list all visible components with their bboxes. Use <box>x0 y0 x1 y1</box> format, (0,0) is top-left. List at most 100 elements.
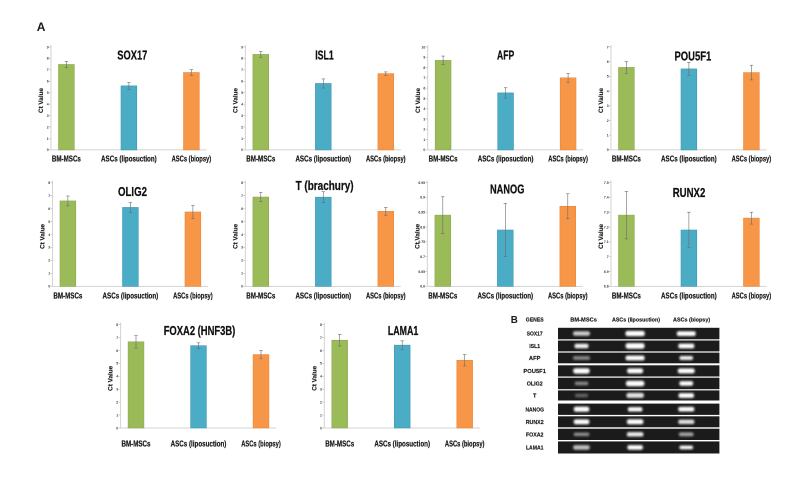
svg-text:ASCs (liposuction): ASCs (liposuction) <box>478 155 534 164</box>
svg-text:ASCs (biopsy): ASCs (biopsy) <box>548 292 588 301</box>
svg-text:6: 6 <box>116 349 118 353</box>
svg-text:ASCs (biopsy): ASCs (biopsy) <box>445 440 485 449</box>
svg-text:ASCs (biopsy): ASCs (biopsy) <box>732 155 772 164</box>
svg-text:1: 1 <box>241 137 243 141</box>
svg-text:7.4: 7.4 <box>604 196 609 200</box>
svg-text:5: 5 <box>607 75 609 79</box>
svg-text:8: 8 <box>47 57 49 61</box>
svg-text:5: 5 <box>48 220 50 224</box>
svg-text:BM-MSCs: BM-MSCs <box>325 440 355 449</box>
svg-text:ISL1: ISL1 <box>529 344 540 350</box>
svg-text:4: 4 <box>47 102 49 106</box>
svg-text:7.5: 7.5 <box>604 181 609 185</box>
svg-text:2: 2 <box>423 128 425 132</box>
svg-text:5: 5 <box>320 362 322 366</box>
svg-text:1: 1 <box>320 413 322 417</box>
svg-text:FOXA2: FOXA2 <box>526 432 544 438</box>
svg-text:SOX17: SOX17 <box>117 49 147 63</box>
svg-text:0: 0 <box>48 285 50 289</box>
svg-text:6.75: 6.75 <box>418 240 425 244</box>
svg-text:NANOG: NANOG <box>490 183 524 197</box>
svg-text:6.7: 6.7 <box>420 255 425 259</box>
svg-text:2: 2 <box>607 119 609 123</box>
svg-text:Ct Value: Ct Value <box>39 87 45 113</box>
svg-text:LAMA1: LAMA1 <box>388 324 419 338</box>
svg-text:1: 1 <box>241 272 243 276</box>
svg-text:8: 8 <box>320 323 322 327</box>
svg-text:7.2: 7.2 <box>604 225 609 229</box>
svg-text:0: 0 <box>607 148 609 152</box>
svg-text:BM-MSCs: BM-MSCs <box>122 440 152 449</box>
svg-text:7: 7 <box>48 194 50 198</box>
svg-text:ASCs (liposuction): ASCs (liposuction) <box>171 440 227 449</box>
svg-text:BM-MSCs: BM-MSCs <box>52 155 82 164</box>
svg-text:1: 1 <box>607 134 609 138</box>
svg-text:0: 0 <box>116 426 118 430</box>
svg-text:7: 7 <box>423 76 425 80</box>
svg-text:7.3: 7.3 <box>604 210 609 214</box>
svg-text:3: 3 <box>607 104 609 108</box>
svg-text:4: 4 <box>241 102 243 106</box>
svg-text:2: 2 <box>241 259 243 263</box>
svg-text:ASCs (biopsy): ASCs (biopsy) <box>732 292 772 301</box>
svg-text:7: 7 <box>116 336 118 340</box>
svg-text:4: 4 <box>48 233 50 237</box>
svg-text:6.9: 6.9 <box>420 196 425 200</box>
svg-text:1: 1 <box>423 138 425 142</box>
svg-text:2: 2 <box>47 125 49 129</box>
svg-text:8: 8 <box>116 323 118 327</box>
svg-text:5: 5 <box>241 220 243 224</box>
svg-text:ASCs (liposuction): ASCs (liposuction) <box>101 155 157 164</box>
svg-text:3: 3 <box>423 117 425 121</box>
svg-text:6.6: 6.6 <box>420 285 425 289</box>
svg-text:3: 3 <box>241 246 243 250</box>
svg-text:RUNX2: RUNX2 <box>673 186 706 200</box>
svg-text:1: 1 <box>48 272 50 276</box>
svg-text:OLIG2: OLIG2 <box>527 382 543 388</box>
svg-text:GENES: GENES <box>526 318 544 324</box>
svg-text:5: 5 <box>116 362 118 366</box>
svg-text:Ct Value: Ct Value <box>234 87 240 113</box>
svg-text:ASCs (biopsy): ASCs (biopsy) <box>173 292 213 301</box>
svg-text:ASCs (liposuction): ASCs (liposuction) <box>661 155 717 164</box>
svg-text:6.65: 6.65 <box>418 270 425 274</box>
svg-text:6.8: 6.8 <box>604 285 609 289</box>
svg-text:7: 7 <box>241 68 243 72</box>
svg-text:BM-MSCs: BM-MSCs <box>429 155 459 164</box>
svg-text:9: 9 <box>423 56 425 60</box>
svg-text:3: 3 <box>116 388 118 392</box>
svg-text:Ct Value: Ct Value <box>41 223 47 249</box>
svg-text:ASCs (biopsy): ASCs (biopsy) <box>366 292 406 301</box>
svg-text:BM-MSCs: BM-MSCs <box>428 292 458 301</box>
svg-text:BM-MSCs: BM-MSCs <box>246 292 276 301</box>
svg-text:ASCs (liposuction): ASCs (liposuction) <box>374 440 430 449</box>
svg-text:4: 4 <box>423 107 425 111</box>
svg-text:2: 2 <box>241 125 243 129</box>
svg-text:0: 0 <box>241 148 243 152</box>
svg-text:7: 7 <box>607 255 609 259</box>
svg-text:Ct Value: Ct Value <box>416 223 422 249</box>
svg-text:Ct Value: Ct Value <box>599 223 605 249</box>
svg-text:ASCs (liposuction): ASCs (liposuction) <box>295 292 351 301</box>
svg-text:2: 2 <box>320 400 322 404</box>
svg-text:T (brachury): T (brachury) <box>296 179 354 193</box>
svg-text:8: 8 <box>48 181 50 185</box>
svg-text:3: 3 <box>48 246 50 250</box>
svg-text:3: 3 <box>241 114 243 118</box>
svg-text:6.8: 6.8 <box>420 225 425 229</box>
svg-text:8: 8 <box>241 181 243 185</box>
svg-text:7: 7 <box>241 194 243 198</box>
svg-text:5: 5 <box>241 91 243 95</box>
svg-text:ISL1: ISL1 <box>315 49 334 63</box>
svg-text:7.1: 7.1 <box>604 240 609 244</box>
svg-text:8: 8 <box>241 57 243 61</box>
svg-text:ASCs (liposuction): ASCs (liposuction) <box>661 292 717 301</box>
svg-text:Ct Value: Ct Value <box>234 223 240 249</box>
svg-text:ASCs (biopsy): ASCs (biopsy) <box>366 155 406 164</box>
svg-text:1: 1 <box>116 413 118 417</box>
svg-text:BM-MSCs: BM-MSCs <box>53 292 83 301</box>
svg-text:2: 2 <box>48 259 50 263</box>
svg-text:0: 0 <box>47 148 49 152</box>
svg-text:5: 5 <box>423 97 425 101</box>
svg-text:RUNX2: RUNX2 <box>526 420 544 426</box>
